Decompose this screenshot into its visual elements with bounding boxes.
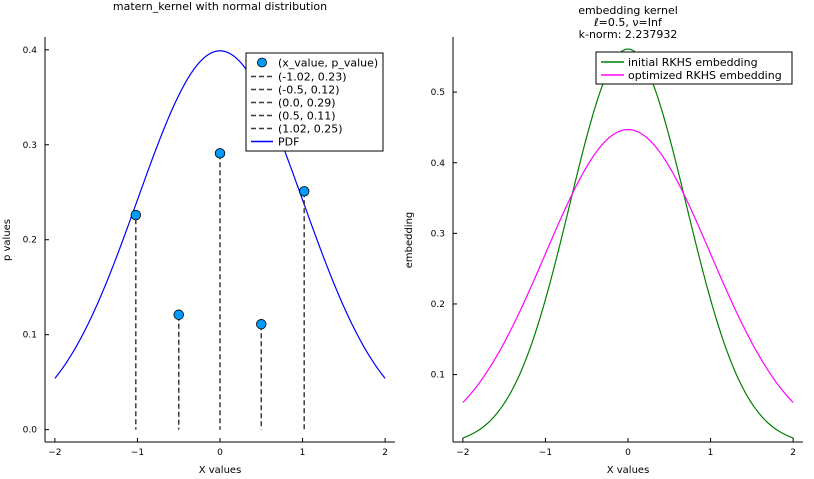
legend-label-stem-4: (0.5, 0.11) [278, 110, 336, 123]
stem-lines [135, 154, 305, 430]
right-y-axis-label: embedding [404, 212, 415, 269]
right-y-ticks: 0.1 0.2 0.3 0.4 0.5 [431, 88, 457, 381]
right-y-tick-label: 0.2 [431, 300, 445, 310]
right-chart-panel: embedding kernel ℓ=0.5, ν=Inf k-norm: 2.… [404, 4, 803, 476]
scatter-points [130, 148, 310, 330]
right-x-tick-label: 2 [790, 448, 796, 458]
right-x-tick-label: −1 [539, 448, 552, 458]
legend-label-initial: initial RKHS embedding [628, 56, 758, 69]
legend-label-optimized: optimized RKHS embedding [628, 69, 782, 82]
left-chart-title: matern_kernel with normal distribution [113, 0, 327, 13]
right-x-tick-label: 1 [708, 448, 714, 458]
right-chart-subtitle-knorm: k-norm: 2.237932 [579, 28, 678, 41]
left-x-tick-label: −2 [48, 448, 61, 458]
scatter-point-2 [173, 309, 184, 320]
legend-marker-points [257, 57, 267, 68]
right-x-tick-label: 0 [625, 448, 631, 458]
initial-rkhs-embedding-line [462, 48, 794, 439]
left-x-ticks: −2 −1 0 1 2 [48, 438, 388, 458]
left-y-tick-label: 0.0 [23, 426, 38, 436]
left-chart-panel: matern_kernel with normal distribution p… [2, 0, 395, 476]
left-x-tick-label: 1 [300, 448, 306, 458]
right-y-tick-label: 0.3 [431, 229, 445, 239]
legend-label-stem-3: (0.0, 0.29) [278, 97, 336, 110]
legend-label-stem-5: (1.02, 0.25) [278, 123, 343, 136]
legend-label-points: (x_value, p_value) [278, 57, 378, 70]
right-y-tick-label: 0.1 [431, 371, 445, 381]
legend-label-stem-1: (-1.02, 0.23) [278, 71, 347, 84]
right-y-tick-label: 0.5 [431, 88, 445, 98]
scatter-point-5 [298, 186, 310, 197]
scatter-point-1 [130, 209, 142, 221]
left-x-tick-label: 2 [382, 448, 388, 458]
right-y-tick-label: 0.4 [431, 159, 446, 169]
legend-label-pdf: PDF [278, 136, 299, 149]
right-legend-box [595, 51, 793, 85]
left-x-tick-label: −1 [131, 448, 144, 458]
right-chart-title: embedding kernel [578, 4, 678, 17]
scatter-point-4 [256, 319, 267, 330]
left-x-tick-label: 0 [217, 448, 223, 458]
left-y-tick-label: 0.4 [23, 46, 38, 56]
right-x-tick-label: −2 [456, 448, 469, 458]
legend-label-stem-2: (-0.5, 0.12) [278, 84, 340, 97]
right-chart-subtitle-params: ℓ=0.5, ν=Inf [593, 16, 663, 29]
left-y-ticks: 0.0 0.1 0.2 0.3 0.4 [23, 46, 49, 436]
left-y-tick-label: 0.2 [23, 236, 37, 246]
scatter-point-3 [214, 148, 226, 159]
right-legend: initial RKHS embedding optimized RKHS em… [595, 51, 793, 85]
right-x-axis-label: X values [607, 465, 650, 476]
left-legend: (x_value, p_value) (-1.02, 0.23) (-0.5, … [245, 52, 384, 152]
left-y-axis-label: p values [2, 219, 13, 261]
optimized-rkhs-embedding-line [462, 128, 794, 403]
left-y-tick-label: 0.1 [23, 331, 37, 341]
left-y-tick-label: 0.3 [23, 141, 37, 151]
right-x-ticks: −2 −1 0 1 2 [456, 438, 796, 458]
pdf-curve [54, 50, 386, 379]
left-x-axis-label: X values [199, 465, 242, 476]
